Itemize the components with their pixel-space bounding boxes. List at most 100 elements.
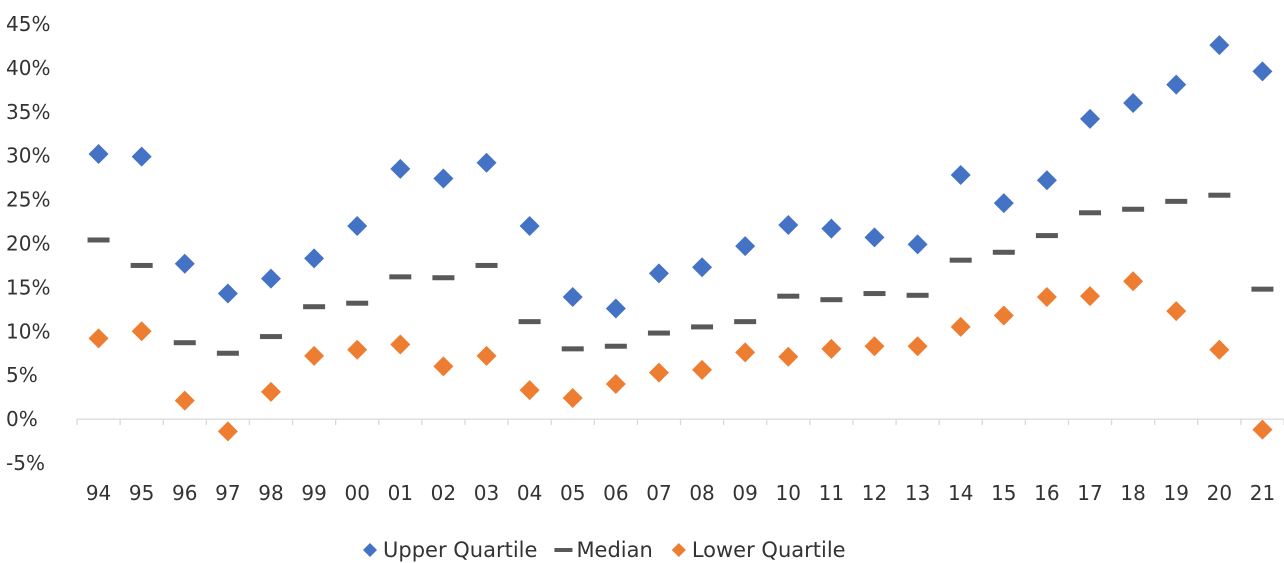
y-tick-label: 30% [6,144,50,168]
x-tick-label: 05 [560,481,585,505]
lower-quartile-point [304,345,325,366]
x-tick-label: 00 [344,481,369,505]
lower-quartile-point [1252,419,1273,440]
median-point [346,300,369,306]
upper-quartile-point [778,215,799,236]
median-point [1208,192,1231,198]
y-tick-label: 45% [6,12,50,36]
series-median [87,192,1274,356]
upper-quartile-point [519,215,540,236]
x-tick-label: 11 [819,481,844,505]
x-tick-label: 15 [991,481,1016,505]
y-axis-tick-labels: -5% 0% 5% 10% 15% 20% 25% 30% 35% 40% 45% [6,12,50,475]
x-tick-label: 04 [517,481,542,505]
lower-quartile-point [390,334,411,355]
median-point [87,237,110,243]
median-point [303,304,326,310]
median-point [561,346,584,352]
x-tick-label: 12 [862,481,887,505]
lower-quartile-point [131,321,152,342]
lower-quartile-point [347,339,368,360]
x-tick-label: 07 [646,481,671,505]
lower-quartile-point [692,359,713,380]
x-tick-label: 14 [948,481,973,505]
x-tick-label: 19 [1164,481,1189,505]
median-point [432,275,455,281]
upper-quartile-point [347,215,368,236]
legend-marker-median [554,548,573,552]
lower-quartile-point [907,336,928,357]
upper-quartile-point [907,234,928,255]
y-tick-label: 0% [6,407,38,431]
median-point [863,291,886,297]
legend-item-upper-quartile: Upper Quartile [363,538,537,562]
lower-quartile-point [1123,271,1144,292]
median-point [691,324,714,330]
upper-quartile-point [304,248,325,269]
lower-quartile-point [519,380,540,401]
upper-quartile-point [821,218,842,239]
legend-label: Upper Quartile [383,538,537,562]
y-tick-label: -5% [6,451,45,475]
upper-quartile-point [735,236,756,257]
upper-quartile-point [562,287,583,308]
lower-quartile-point [562,388,583,409]
median-point [518,319,541,325]
lower-quartile-point [217,421,238,442]
lower-quartile-point [476,345,497,366]
median-point [130,262,153,268]
lower-quartile-point [88,328,109,349]
median-point [647,330,670,336]
legend: Upper Quartile Median Lower Quartile [363,538,846,562]
lower-quartile-point [950,316,971,337]
upper-quartile-point [1209,35,1230,56]
x-tick-label: 01 [388,481,413,505]
x-tick-label: 02 [431,481,456,505]
upper-quartile-point [390,158,411,179]
lower-quartile-point [1166,301,1187,322]
x-tick-label: 09 [732,481,757,505]
lower-quartile-point [778,346,799,367]
x-tick-label: 95 [129,481,154,505]
upper-quartile-point [950,165,971,186]
x-tick-label: 18 [1120,481,1145,505]
lower-quartile-point [605,373,626,394]
y-tick-label: 40% [6,56,50,80]
median-point [475,262,498,268]
lower-quartile-point [1209,339,1230,360]
upper-quartile-point [1166,74,1187,95]
lower-quartile-point [864,336,885,357]
x-tick-label: 96 [172,481,197,505]
median-point [1251,286,1274,292]
lower-quartile-point [174,390,195,411]
x-tick-label: 13 [905,481,930,505]
y-tick-label: 15% [6,275,50,299]
x-axis-tick-labels: 94 95 96 97 98 99 00 01 02 03 04 05 06 07 08 09 10 11 12 13… [86,481,1275,505]
upper-quartile-point [217,283,238,304]
lower-quartile-point [1080,286,1101,307]
x-tick-label: 97 [215,481,240,505]
median-point [777,293,800,299]
lower-quartile-point [735,342,756,363]
lower-quartile-point [993,305,1014,326]
median-point [389,274,412,280]
median-point [1035,233,1058,239]
y-tick-label: 5% [6,363,38,387]
upper-quartile-point [1080,108,1101,129]
upper-quartile-point [131,146,152,167]
median-point [734,319,757,325]
upper-quartile-point [260,268,281,289]
median-point [259,334,282,340]
legend-marker-lower-quartile [671,543,686,557]
y-tick-label: 20% [6,232,50,256]
median-point [1079,210,1102,216]
x-tick-label: 10 [776,481,801,505]
median-point [949,257,972,263]
x-tick-label: 20 [1207,481,1232,505]
legend-marker-upper-quartile [363,543,377,557]
upper-quartile-point [1036,170,1057,191]
x-tick-label: 94 [86,481,111,505]
upper-quartile-point [1123,93,1144,114]
x-axis [76,418,1284,426]
